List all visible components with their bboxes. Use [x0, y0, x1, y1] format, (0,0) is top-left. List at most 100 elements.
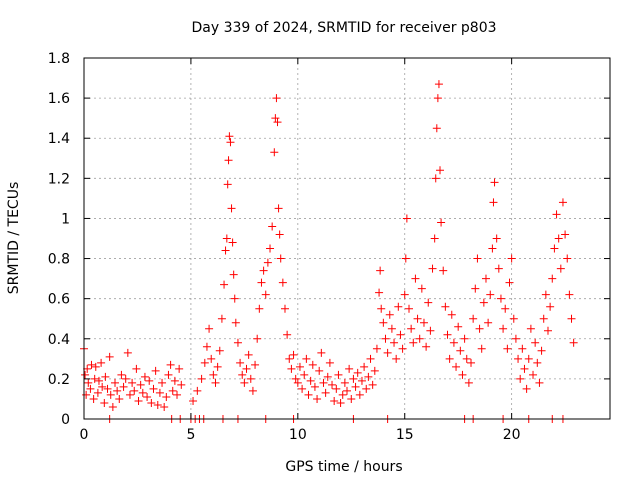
data-point [449, 338, 458, 347]
data-point [108, 402, 117, 411]
data-point [529, 370, 538, 379]
data-point [488, 244, 497, 253]
data-point [158, 378, 167, 387]
data-point [541, 290, 550, 299]
data-point [227, 204, 236, 213]
data-point [539, 314, 548, 323]
data-point [357, 376, 366, 385]
data-point [345, 364, 354, 373]
data-point [385, 310, 394, 319]
y-tick-label: 1.4 [48, 131, 70, 147]
data-point [304, 390, 313, 399]
data-point [132, 364, 141, 373]
data-point [400, 290, 409, 299]
data-point [330, 396, 339, 405]
data-point [336, 398, 345, 407]
data-point [164, 370, 173, 379]
data-point [197, 374, 206, 383]
data-point [298, 384, 307, 393]
data-point [437, 218, 446, 227]
data-point [280, 304, 289, 313]
data-point [334, 370, 343, 379]
x-tick-label: 20 [503, 427, 521, 443]
data-point [325, 358, 334, 367]
data-point [98, 382, 107, 391]
data-point [93, 388, 102, 397]
y-tick-label: 1.2 [48, 171, 70, 187]
data-point [484, 318, 493, 327]
data-point [130, 386, 139, 395]
data-point [313, 394, 322, 403]
data-point [209, 370, 218, 379]
data-point [105, 352, 114, 361]
data-point [552, 210, 561, 219]
data-point [259, 266, 268, 275]
data-point [431, 174, 440, 183]
data-point [392, 354, 401, 363]
data-point [563, 254, 572, 263]
data-point [289, 350, 298, 359]
data-point [220, 280, 229, 289]
data-point [143, 392, 152, 401]
data-point [554, 234, 563, 243]
data-point [82, 390, 91, 399]
data-point [170, 376, 179, 385]
data-point [372, 344, 381, 353]
data-point [355, 390, 364, 399]
data-point [308, 360, 317, 369]
data-point [396, 330, 405, 339]
data-point [295, 362, 304, 371]
data-point [215, 346, 224, 355]
y-tick-label: 1 [61, 211, 70, 227]
data-point [300, 370, 309, 379]
data-point [177, 380, 186, 389]
data-point [283, 330, 292, 339]
data-point [561, 230, 570, 239]
data-point [101, 372, 110, 381]
data-point [222, 234, 231, 243]
data-point [244, 350, 253, 359]
data-point [347, 394, 356, 403]
data-point [467, 358, 476, 367]
y-tick-labels: 0 0.2 0.4 0.6 0.8 1 1.2 1.4 1.6 1.8 [48, 51, 70, 428]
data-point [516, 374, 525, 383]
data-point [433, 94, 442, 103]
data-point [97, 358, 106, 367]
data-point [565, 290, 574, 299]
data-point [456, 346, 465, 355]
data-point [413, 314, 422, 323]
data-point [149, 384, 158, 393]
data-point [115, 394, 124, 403]
data-point [436, 166, 445, 175]
data-point [332, 384, 341, 393]
data-point [503, 344, 512, 353]
data-point [524, 354, 533, 363]
data-point [134, 396, 143, 405]
x-tick-labels: 0 5 10 15 20 [80, 427, 521, 443]
data-point [103, 384, 112, 393]
data-point [189, 396, 198, 405]
data-point [533, 358, 542, 367]
data-point [550, 244, 559, 253]
data-point [481, 274, 490, 283]
data-point [302, 354, 311, 363]
data-point [84, 378, 93, 387]
data-point [398, 344, 407, 353]
data-point [226, 138, 235, 147]
data-point [121, 374, 130, 383]
data-point [233, 338, 242, 347]
data-point [520, 364, 529, 373]
data-point [257, 278, 266, 287]
data-point [230, 294, 239, 303]
data-point [402, 214, 411, 223]
data-point [240, 378, 249, 387]
data-point [151, 366, 160, 375]
data-point [255, 304, 264, 313]
data-point [217, 314, 226, 323]
data-point [211, 378, 220, 387]
y-axis-label: SRMTID / TECUs [6, 182, 22, 295]
data-point [469, 314, 478, 323]
data-point [509, 314, 518, 323]
data-point [273, 118, 282, 127]
y-tick-label: 0.4 [48, 332, 70, 348]
